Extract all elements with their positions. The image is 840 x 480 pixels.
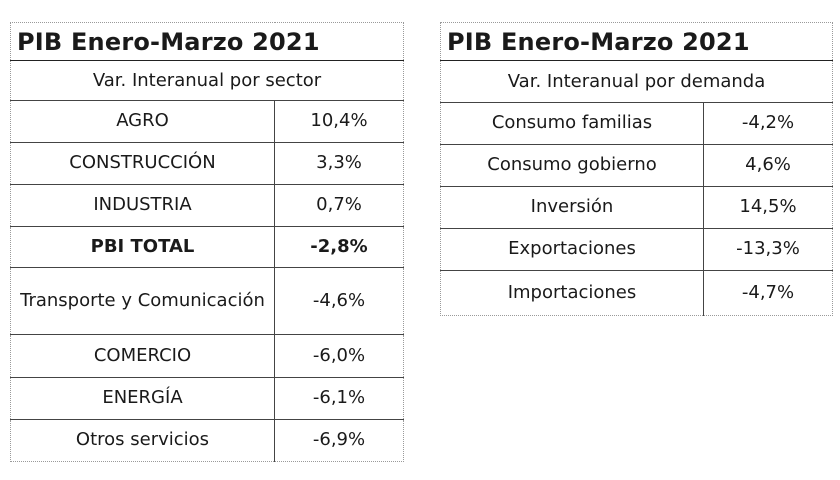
table-row: AGRO 10,4% xyxy=(10,100,404,143)
row-label: Importaciones xyxy=(440,270,704,316)
table-row: Otros servicios -6,9% xyxy=(10,419,404,462)
table-subtitle-row: Var. Interanual por sector xyxy=(10,60,404,101)
row-label: Otros servicios xyxy=(10,419,275,462)
row-label: Transporte y Comunicación xyxy=(10,267,275,335)
row-label: INDUSTRIA xyxy=(10,184,275,227)
table-row: INDUSTRIA 0,7% xyxy=(10,184,404,227)
row-value: -13,3% xyxy=(703,228,833,271)
row-label: ENERGÍA xyxy=(10,377,275,420)
table-row: ENERGÍA -6,1% xyxy=(10,377,404,420)
table-row: Inversión 14,5% xyxy=(440,186,833,229)
row-label: Exportaciones xyxy=(440,228,704,271)
row-value: 0,7% xyxy=(274,184,404,227)
table-title-row: PIB Enero-Marzo 2021 xyxy=(10,22,404,61)
row-value: 4,6% xyxy=(703,144,833,187)
row-value: -4,6% xyxy=(274,267,404,335)
table-row: Consumo gobierno 4,6% xyxy=(440,144,833,187)
table-row: Exportaciones -13,3% xyxy=(440,228,833,271)
row-label: Consumo gobierno xyxy=(440,144,704,187)
row-value: 3,3% xyxy=(274,142,404,185)
table-row: Consumo familias -4,2% xyxy=(440,102,833,145)
table-row: Importaciones -4,7% xyxy=(440,270,833,316)
row-label: CONSTRUCCIÓN xyxy=(10,142,275,185)
row-label: PBI TOTAL xyxy=(10,226,275,268)
row-label: AGRO xyxy=(10,100,275,143)
row-label: COMERCIO xyxy=(10,334,275,378)
row-value: -6,0% xyxy=(274,334,404,378)
table-title-row: PIB Enero-Marzo 2021 xyxy=(440,22,833,61)
row-value: 10,4% xyxy=(274,100,404,143)
row-value: 14,5% xyxy=(703,186,833,229)
row-label: Consumo familias xyxy=(440,102,704,145)
row-value: -6,1% xyxy=(274,377,404,420)
table-row: COMERCIO -6,0% xyxy=(10,334,404,378)
table-subtitle-row: Var. Interanual por demanda xyxy=(440,60,833,103)
table-row: CONSTRUCCIÓN 3,3% xyxy=(10,142,404,185)
table-subtitle: Var. Interanual por demanda xyxy=(440,60,833,103)
table-title: PIB Enero-Marzo 2021 xyxy=(10,22,404,61)
row-value: -2,8% xyxy=(274,226,404,268)
row-value: -4,2% xyxy=(703,102,833,145)
table-subtitle: Var. Interanual por sector xyxy=(10,60,404,101)
table-row-total: PBI TOTAL -2,8% xyxy=(10,226,404,268)
demand-table: PIB Enero-Marzo 2021 Var. Interanual por… xyxy=(440,22,834,316)
sector-table: PIB Enero-Marzo 2021 Var. Interanual por… xyxy=(10,22,405,462)
table-title: PIB Enero-Marzo 2021 xyxy=(440,22,833,61)
row-value: -4,7% xyxy=(741,281,795,303)
table-row: Transporte y Comunicación -4,6% xyxy=(10,267,404,335)
row-value: -6,9% xyxy=(312,429,366,451)
row-label: Inversión xyxy=(440,186,704,229)
